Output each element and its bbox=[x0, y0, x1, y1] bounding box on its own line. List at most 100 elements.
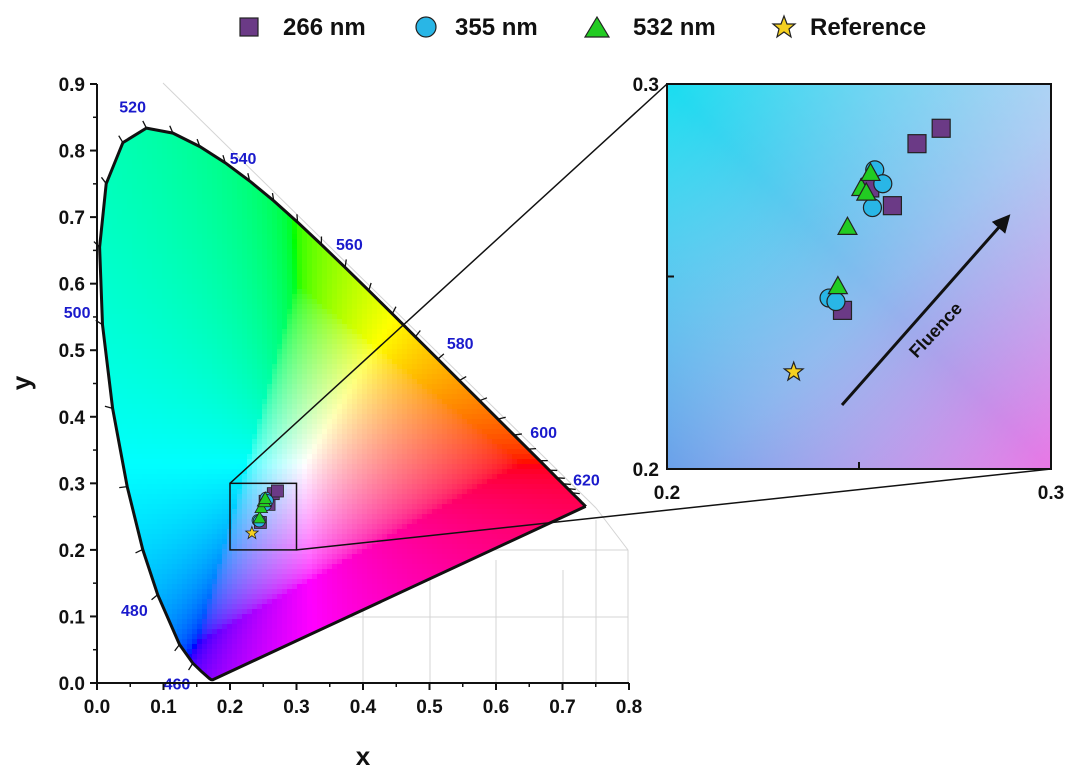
gamut-cell bbox=[192, 128, 198, 130]
gamut-cell bbox=[112, 639, 118, 645]
gamut-cell bbox=[212, 128, 218, 130]
gamut-cell bbox=[137, 324, 143, 330]
gamut-cell bbox=[137, 429, 143, 435]
gamut-cell bbox=[117, 284, 123, 290]
gamut-cell bbox=[287, 289, 293, 295]
gamut-cell bbox=[122, 329, 128, 335]
gamut-cell bbox=[202, 204, 208, 210]
gamut-cell bbox=[297, 634, 303, 640]
gamut-cell bbox=[227, 104, 233, 110]
gamut-cell bbox=[267, 319, 273, 325]
gamut-cell bbox=[207, 234, 213, 240]
gamut-cell bbox=[152, 334, 158, 340]
gamut-cell bbox=[237, 619, 243, 625]
gamut-cell bbox=[222, 454, 228, 460]
gamut-cell bbox=[217, 109, 223, 115]
gamut-cell bbox=[277, 414, 283, 420]
gamut-cell bbox=[187, 619, 193, 625]
gamut-cell bbox=[292, 474, 298, 480]
gamut-cell bbox=[247, 439, 253, 445]
gamut-cell bbox=[167, 239, 173, 245]
gamut-cell bbox=[207, 644, 213, 650]
gamut-cell bbox=[242, 634, 248, 640]
gamut-cell bbox=[202, 529, 208, 535]
gamut-cell bbox=[162, 529, 168, 535]
gamut-cell bbox=[287, 564, 293, 570]
gamut-cell bbox=[117, 409, 123, 415]
gamut-cell bbox=[172, 589, 178, 595]
gamut-cell bbox=[157, 524, 163, 530]
gamut-cell bbox=[102, 239, 108, 245]
gamut-cell bbox=[142, 499, 148, 505]
gamut-cell bbox=[267, 644, 273, 650]
gamut-cell bbox=[257, 484, 263, 490]
gamut-cell bbox=[247, 549, 253, 555]
gamut-cell bbox=[167, 669, 173, 675]
gamut-cell bbox=[277, 164, 283, 170]
gamut-cell bbox=[242, 309, 248, 315]
gamut-cell bbox=[227, 649, 233, 655]
gamut-cell bbox=[122, 579, 128, 585]
gamut-cell bbox=[227, 439, 233, 445]
gamut-cell bbox=[107, 179, 113, 185]
gamut-cell bbox=[237, 479, 243, 485]
gamut-cell bbox=[222, 128, 228, 130]
gamut-cell bbox=[242, 399, 248, 405]
gamut-cell bbox=[207, 484, 213, 490]
gamut-cell bbox=[152, 624, 158, 630]
gamut-cell bbox=[107, 194, 113, 200]
gamut-cell bbox=[202, 159, 208, 165]
gamut-cell bbox=[272, 259, 278, 265]
gamut-cell bbox=[272, 234, 278, 240]
gamut-cell bbox=[197, 494, 203, 500]
gamut-cell bbox=[242, 374, 248, 380]
gamut-cell bbox=[227, 214, 233, 220]
gamut-cell bbox=[172, 369, 178, 375]
gamut-cell bbox=[132, 399, 138, 405]
gamut-cell bbox=[112, 169, 118, 175]
gamut-cell bbox=[117, 509, 123, 515]
gamut-cell bbox=[212, 449, 218, 455]
gamut-cell bbox=[277, 174, 283, 180]
gamut-cell bbox=[147, 539, 153, 545]
gamut-cell bbox=[237, 319, 243, 325]
gamut-cell bbox=[212, 654, 218, 660]
gamut-cell bbox=[267, 469, 273, 475]
gamut-cell bbox=[252, 439, 258, 445]
gamut-cell bbox=[272, 619, 278, 625]
gamut-cell bbox=[202, 174, 208, 180]
gamut-cell bbox=[292, 649, 298, 655]
gamut-cell bbox=[162, 489, 168, 495]
gamut-cell bbox=[157, 584, 163, 590]
gamut-cell bbox=[112, 329, 118, 335]
gamut-cell bbox=[267, 374, 273, 380]
gamut-cell bbox=[122, 304, 128, 310]
gamut-cell bbox=[287, 554, 293, 560]
gamut-cell bbox=[192, 209, 198, 215]
gamut-cell bbox=[262, 634, 268, 640]
gamut-cell bbox=[172, 434, 178, 440]
gamut-cell bbox=[222, 464, 228, 470]
gamut-cell bbox=[247, 129, 253, 135]
gamut-cell bbox=[227, 394, 233, 400]
gamut-cell bbox=[152, 519, 158, 525]
gamut-cell bbox=[172, 604, 178, 610]
gamut-cell bbox=[117, 194, 123, 200]
gamut-cell bbox=[157, 289, 163, 295]
gamut-cell bbox=[257, 489, 263, 495]
gamut-cell bbox=[277, 619, 283, 625]
gamut-cell bbox=[297, 399, 303, 405]
gamut-cell bbox=[102, 529, 108, 535]
gamut-cell bbox=[302, 264, 308, 270]
gamut-cell bbox=[222, 509, 228, 515]
gamut-cell bbox=[137, 394, 143, 400]
gamut-cell bbox=[272, 514, 278, 520]
gamut-cell bbox=[112, 294, 118, 300]
gamut-cell bbox=[297, 614, 303, 620]
gamut-cell bbox=[152, 294, 158, 300]
gamut-cell bbox=[132, 89, 138, 95]
gamut-cell bbox=[172, 349, 178, 355]
gamut-cell bbox=[282, 104, 288, 110]
gamut-cell bbox=[287, 424, 293, 430]
gamut-cell bbox=[272, 299, 278, 305]
